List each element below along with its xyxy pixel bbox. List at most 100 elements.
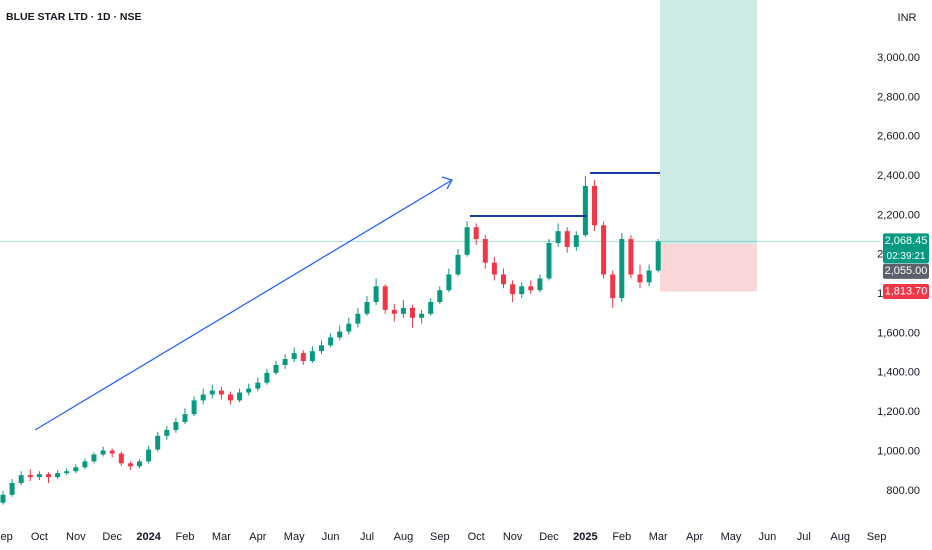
candle-body xyxy=(209,390,215,395)
candle-body xyxy=(264,372,270,383)
arrow-head xyxy=(441,176,453,190)
x-tick-label: Nov xyxy=(66,531,86,543)
x-tick-label: 2025 xyxy=(573,531,597,543)
candle-body xyxy=(100,450,106,455)
candle-body xyxy=(519,286,525,295)
candle-body xyxy=(328,337,334,346)
candle-body xyxy=(109,450,115,454)
candle-body xyxy=(410,307,415,318)
y-tick-label: 1,600.00 xyxy=(877,327,920,339)
entry-label: 2,055.00 xyxy=(885,265,928,277)
candle-body xyxy=(146,449,152,462)
candle-body xyxy=(309,351,315,362)
candle-body xyxy=(546,242,552,279)
y-tick-label: 2,200.00 xyxy=(877,209,920,221)
target-zone xyxy=(660,0,757,244)
x-tick-label: Oct xyxy=(468,531,485,543)
y-tick-label: 1,400.00 xyxy=(877,367,920,379)
x-tick-label: Jun xyxy=(759,531,777,543)
candle-body xyxy=(610,274,616,299)
x-tick-label: May xyxy=(284,531,305,543)
candle-body xyxy=(537,278,543,291)
candle-body xyxy=(619,239,625,299)
candle-body xyxy=(646,270,652,283)
candle-body xyxy=(655,241,661,271)
candle-body xyxy=(346,323,352,332)
candle-body xyxy=(501,274,506,285)
x-tick-label: Mar xyxy=(649,531,668,543)
candle-body xyxy=(273,364,279,373)
candle-body xyxy=(400,307,406,314)
candle-body xyxy=(228,394,233,401)
candle-body xyxy=(91,454,97,462)
x-tick-label: Dec xyxy=(102,531,122,543)
last-price-label: 2,068.45 xyxy=(885,235,928,247)
axes: 800.00 1,000.00 1,200.00 1,400.00 1,600.00 1,… xyxy=(0,52,929,543)
candle-body xyxy=(628,239,634,275)
stop-zone xyxy=(660,243,757,292)
candle-body xyxy=(419,313,425,318)
stop-label: 1,813.70 xyxy=(885,285,928,297)
candle-body xyxy=(200,394,206,401)
x-tick-label: 2024 xyxy=(136,531,161,543)
candle-body xyxy=(473,227,479,240)
candle-body xyxy=(155,435,161,450)
stop-badge xyxy=(883,283,929,299)
candle-body xyxy=(564,231,570,247)
candle-body xyxy=(446,274,452,291)
candle-body xyxy=(27,475,33,478)
candle-body xyxy=(355,313,361,324)
candle-body xyxy=(592,185,597,226)
candle-body xyxy=(491,262,497,275)
candle-body xyxy=(164,429,170,436)
candle-body xyxy=(36,474,42,478)
y-tick-label: 1,200.00 xyxy=(877,406,920,418)
candle-body xyxy=(282,359,288,365)
candle-body xyxy=(218,390,224,395)
candle-body xyxy=(237,392,243,401)
x-tick-label: Dec xyxy=(539,531,559,543)
candle-body xyxy=(246,388,252,393)
candle-body xyxy=(382,286,388,310)
currency-label: INR xyxy=(898,12,917,24)
candle-body xyxy=(55,473,61,478)
candle-body xyxy=(82,461,88,468)
x-tick-label: Oct xyxy=(31,531,48,543)
x-tick-label: Feb xyxy=(176,531,195,543)
x-tick-label: May xyxy=(721,531,742,543)
candles xyxy=(0,176,661,505)
x-tick-label: Aug xyxy=(394,531,414,543)
candle-body xyxy=(73,467,79,472)
candle-body xyxy=(582,185,588,236)
x-tick-label: Mar xyxy=(212,531,231,543)
candle-body xyxy=(319,345,324,352)
drawings xyxy=(34,172,660,431)
candle-body xyxy=(0,494,6,503)
x-tick-label: Apr xyxy=(686,531,703,543)
candle-body xyxy=(46,474,51,478)
last-price-badge xyxy=(883,233,929,264)
y-tick-label: 2,400.00 xyxy=(877,170,920,182)
x-tick-label: Sep xyxy=(0,531,13,543)
candle-body xyxy=(118,453,124,464)
candle-body xyxy=(573,235,579,247)
candle-body xyxy=(391,309,397,314)
candle-body xyxy=(428,302,434,314)
countdown-label: 02:39:21 xyxy=(887,251,926,262)
x-tick-label: Aug xyxy=(830,531,850,543)
x-tick-label: Apr xyxy=(249,531,266,543)
x-tick-label: Nov xyxy=(503,531,523,543)
candle-body xyxy=(255,382,261,389)
x-tick-label: Feb xyxy=(612,531,631,543)
candle-body xyxy=(482,239,488,263)
candle-body xyxy=(291,353,297,360)
candle-body xyxy=(437,290,443,303)
candle-body xyxy=(601,225,607,275)
candle-body xyxy=(9,483,15,495)
y-tick-label: 1,000.00 xyxy=(877,445,920,457)
candle-body xyxy=(555,231,561,243)
candle-body xyxy=(18,475,24,484)
chart-title: BLUE STAR LTD · 1D · NSE xyxy=(6,11,142,23)
y-tick-label: 2,600.00 xyxy=(877,131,920,143)
x-tick-label: Sep xyxy=(430,531,450,543)
